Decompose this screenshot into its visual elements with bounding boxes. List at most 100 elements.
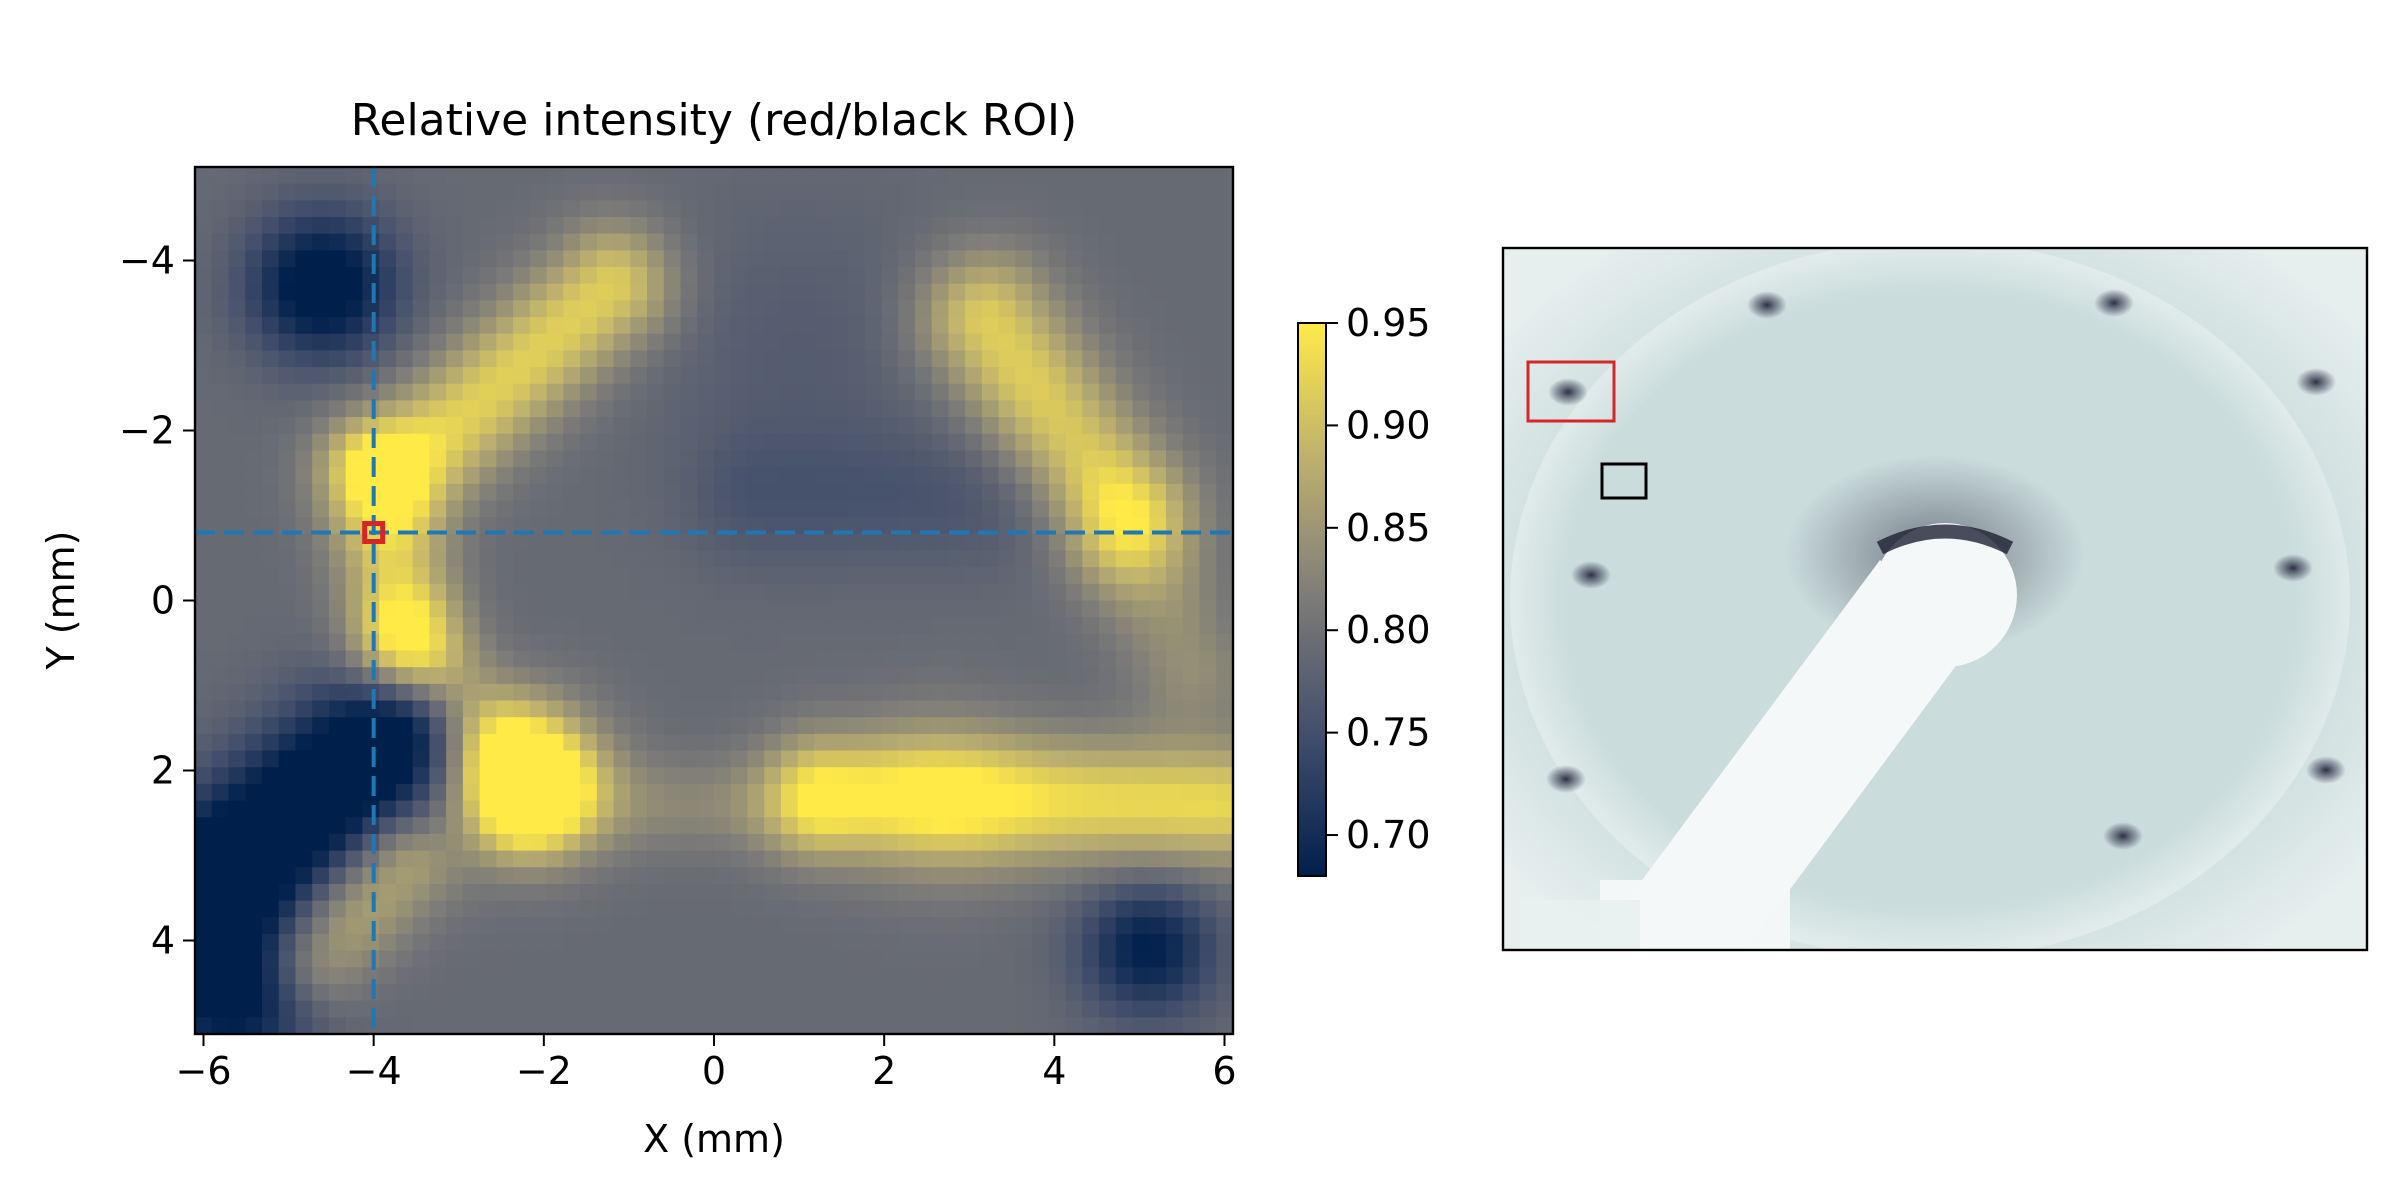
heatmap-cell — [312, 533, 330, 552]
heatmap-cell — [211, 500, 230, 518]
heatmap-cell — [1149, 550, 1167, 568]
heatmap-cell — [1082, 550, 1100, 568]
heatmap-cell — [847, 250, 866, 268]
heatmap-cell — [1199, 367, 1217, 385]
heatmap-cell — [1182, 600, 1201, 618]
heatmap-cell — [764, 833, 782, 852]
heatmap-cell — [814, 483, 832, 502]
heatmap-cell — [914, 700, 933, 718]
heatmap-cell — [395, 233, 414, 251]
heatmap-cell — [780, 433, 799, 452]
heatmap-cell — [998, 683, 1016, 702]
heatmap-cell — [898, 700, 916, 718]
heatmap-cell — [211, 917, 230, 935]
heatmap-cell — [1015, 867, 1033, 885]
heatmap-cell — [529, 650, 548, 668]
heatmap-cell — [412, 917, 430, 935]
heatmap-cell — [1199, 700, 1217, 718]
heatmap-cell — [714, 300, 732, 318]
heatmap-cell — [714, 1017, 732, 1034]
heatmap-cell — [931, 467, 949, 485]
heatmap-cell — [513, 450, 531, 468]
heatmap-cell — [328, 883, 347, 902]
heatmap-cell — [864, 850, 883, 868]
heatmap-cell — [245, 400, 263, 418]
heatmap-cell — [261, 867, 280, 885]
heatmap-cell — [429, 533, 447, 552]
heatmap-cell — [898, 500, 916, 518]
heatmap-cell — [647, 283, 665, 301]
heatmap-cell — [345, 800, 364, 818]
heatmap-cell — [931, 217, 949, 235]
heatmap-cell — [730, 567, 749, 585]
heatmap-cell — [1132, 367, 1150, 385]
heatmap-cell — [948, 283, 966, 301]
heatmap-cell — [228, 967, 246, 985]
heatmap-cell — [630, 317, 648, 335]
heatmap-cell — [948, 983, 966, 1002]
heatmap-cell — [596, 783, 615, 802]
heatmap-cell — [479, 650, 497, 668]
heatmap-cell — [1015, 533, 1033, 552]
heatmap-cell — [496, 617, 514, 635]
heatmap-cell — [1065, 400, 1083, 418]
heatmap-cell — [965, 983, 983, 1002]
heatmap-cell — [948, 500, 966, 518]
heatmap-cell — [981, 683, 1000, 702]
heatmap-cell — [1082, 667, 1100, 685]
heatmap-cell — [747, 533, 765, 552]
heatmap-cell — [278, 400, 297, 418]
heatmap-cell — [1132, 617, 1150, 635]
heatmap-cell — [948, 333, 966, 351]
heatmap-cell — [1182, 383, 1201, 402]
heatmap-cell — [680, 883, 698, 902]
heatmap-cell — [814, 400, 832, 418]
diffraction-spot — [1546, 765, 1586, 793]
heatmap-cell — [1032, 917, 1050, 935]
heatmap-cell — [931, 517, 949, 535]
heatmap-cell — [1099, 450, 1117, 468]
heatmap-cell — [1015, 917, 1033, 935]
heatmap-cell — [395, 200, 414, 218]
heatmap-cell — [379, 583, 397, 602]
heatmap-cell — [697, 467, 715, 485]
heatmap-cell — [881, 683, 899, 702]
heatmap-cell — [965, 1000, 983, 1018]
heatmap-cell — [831, 917, 849, 935]
heatmap-cell — [663, 567, 682, 585]
heatmap-cell — [429, 417, 447, 435]
heatmap-cell — [847, 433, 866, 452]
heatmap-cell — [613, 367, 631, 385]
heatmap-cell — [613, 1017, 631, 1034]
heatmap-cell — [1182, 467, 1201, 485]
colorbar-tick-label: 0.90 — [1346, 403, 1431, 447]
heatmap-cell — [261, 550, 280, 568]
heatmap-cell — [1132, 917, 1150, 935]
heatmap-cell — [580, 550, 598, 568]
heatmap-cell — [479, 383, 497, 402]
heatmap-cell — [1065, 833, 1083, 852]
heatmap-cell — [1065, 283, 1083, 301]
heatmap-cell — [261, 167, 280, 185]
heatmap-cell — [764, 967, 782, 985]
heatmap-cell — [278, 817, 297, 835]
heatmap-cell — [1115, 233, 1134, 251]
heatmap-cell — [965, 800, 983, 818]
heatmap-cell — [864, 283, 883, 301]
heatmap-cell — [1132, 833, 1150, 852]
heatmap-cell — [1216, 683, 1233, 702]
heatmap-cell — [278, 317, 297, 335]
heatmap-cell — [462, 567, 481, 585]
heatmap-cell — [312, 917, 330, 935]
heatmap-cell — [780, 983, 799, 1002]
heatmap-cell — [362, 217, 380, 235]
heatmap-cell — [195, 317, 213, 335]
heatmap-cell — [529, 250, 548, 268]
heatmap-cell — [831, 400, 849, 418]
heatmap-cell — [345, 250, 364, 268]
heatmap-cell — [328, 867, 347, 885]
heatmap-cell — [228, 950, 246, 968]
heatmap-cell — [546, 183, 564, 201]
heatmap-cell — [412, 833, 430, 852]
heatmap-cell — [211, 833, 230, 852]
